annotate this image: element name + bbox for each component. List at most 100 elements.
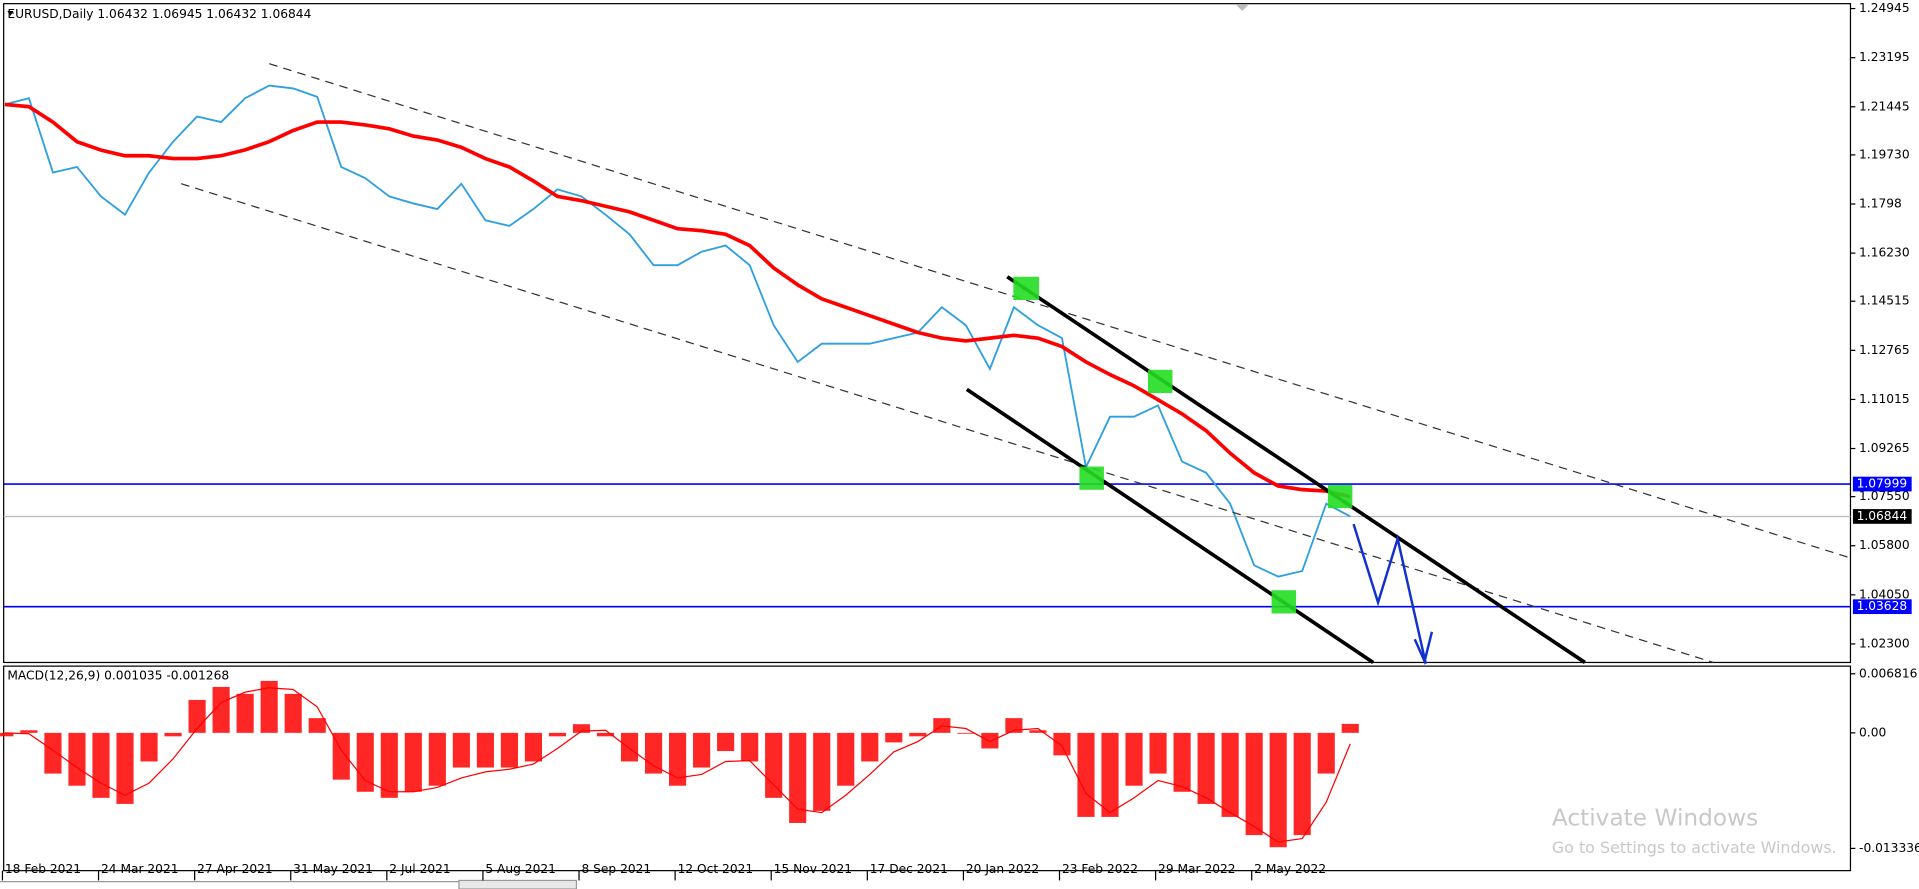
histogram-bar [308, 718, 326, 733]
watermark-title: Activate Windows [1552, 805, 1758, 832]
moving-average [4, 102, 1351, 499]
pivot-box [1271, 590, 1297, 614]
y-tick-label: 1.24945 [1859, 1, 1910, 15]
histogram-bar [981, 732, 999, 749]
price-label-box [1852, 599, 1912, 615]
x-tick-label: 5 Aug 2021 [485, 862, 556, 876]
y-tick-label: 1.04050 [1859, 587, 1910, 601]
signal-line [4, 687, 1351, 843]
histogram-bar [1173, 732, 1191, 792]
histogram-bar [92, 732, 110, 798]
histogram-bar [596, 732, 615, 737]
histogram-bar [428, 732, 446, 786]
price-label-box [1852, 476, 1912, 492]
histogram-bar [1341, 723, 1359, 733]
histogram-bar [0, 732, 14, 737]
x-tick-label: 24 Mar 2021 [101, 862, 179, 876]
y-tick-label: 1.1798 [1859, 197, 1902, 211]
y-tick-label: 1.23195 [1859, 50, 1910, 64]
histogram-bar [284, 693, 302, 733]
histogram-bar [741, 732, 759, 762]
y-tick-label: 1.09265 [1859, 441, 1910, 455]
projection-arrow [1413, 631, 1434, 665]
histogram-bar [476, 732, 494, 768]
pivot-box [1079, 466, 1104, 490]
watermark-subtitle: Go to Settings to activate Windows. [1552, 838, 1837, 857]
x-tick-label: 29 Mar 2022 [1158, 862, 1236, 876]
x-tick-label: 31 May 2021 [293, 862, 373, 876]
histogram-bar [1053, 732, 1071, 756]
pivot-box [1013, 276, 1040, 301]
histogram-bar [404, 732, 422, 792]
histogram-bar [1005, 718, 1023, 733]
y-tick-label: 1.11015 [1859, 392, 1910, 406]
y-tick-label: 1.05800 [1859, 538, 1910, 552]
price-label: 1.03628 [1857, 599, 1908, 613]
y-tick-label: 1.07550 [1859, 489, 1910, 503]
histogram-bar [1125, 732, 1143, 786]
y-tick-label: 1.19730 [1859, 147, 1910, 161]
histogram-bar [1221, 732, 1239, 817]
histogram-bar [909, 732, 927, 737]
histogram-bar [140, 732, 158, 762]
x-tick-label: 18 Feb 2021 [5, 862, 81, 876]
y-tick-label: 1.16230 [1859, 246, 1910, 260]
histogram-bar [1293, 732, 1311, 836]
price-panel [3, 3, 1852, 664]
histogram-bar [452, 732, 470, 768]
histogram-bar [620, 732, 639, 762]
histogram-bar [524, 732, 542, 762]
channel-line [180, 183, 1714, 664]
histogram-bar [813, 732, 831, 811]
histogram-bar [500, 732, 518, 768]
price-label: 1.06844 [1857, 509, 1908, 523]
pivot-box [1147, 369, 1173, 394]
histogram-bar [44, 732, 62, 774]
y-tick-label: 0.006816 [1859, 666, 1918, 680]
drawings [180, 63, 1849, 665]
x-tick-label: 27 Apr 2021 [197, 862, 273, 876]
histogram-bar [789, 732, 807, 823]
histogram-bar [236, 693, 254, 733]
y-tick-label: 1.12765 [1859, 343, 1910, 357]
histogram-bar [1077, 732, 1095, 817]
histogram-bar [885, 732, 903, 743]
histogram-bar [332, 732, 350, 780]
histogram-bar [356, 732, 374, 792]
macd-panel [3, 665, 1852, 872]
histogram-bar [957, 732, 975, 734]
price-line [4, 84, 1351, 578]
histogram-bar [164, 732, 182, 737]
histogram-bar [260, 680, 278, 733]
price-label-box [1852, 509, 1912, 524]
histogram-bar [68, 732, 86, 786]
x-tick-label: 2 May 2022 [1254, 862, 1326, 876]
y-tick-label: 1.21445 [1859, 99, 1910, 113]
title-marker [7, 11, 14, 16]
histogram-bar [861, 732, 879, 762]
x-tick-label: 23 Feb 2022 [1062, 862, 1138, 876]
y-tick-label: 1.14515 [1859, 294, 1910, 308]
histogram-bar [1197, 732, 1215, 804]
histogram-bar [765, 732, 783, 798]
x-tick-label: 20 Jan 2022 [966, 862, 1039, 876]
histogram-bar [1101, 732, 1119, 817]
histogram-bar [717, 732, 735, 752]
x-tick-label: 12 Oct 2021 [678, 862, 754, 876]
macd-title: MACD(12,26,9) 0.001035 -0.001268 [7, 668, 229, 682]
pivot-box [1327, 484, 1353, 509]
histogram-bar [1269, 732, 1287, 848]
histogram-bar [644, 732, 663, 774]
histogram-bar [1029, 730, 1047, 733]
histogram-bar [380, 732, 398, 798]
x-tick-label: 2 Jul 2021 [389, 862, 450, 876]
scroll-tab[interactable] [458, 879, 578, 889]
histogram-bar [20, 730, 38, 733]
projection-path [1352, 523, 1427, 664]
x-tick-label: 17 Dec 2021 [870, 862, 948, 876]
histogram-bar [1245, 732, 1263, 836]
histogram-bar [1149, 732, 1167, 774]
y-tick-label: 0.00 [1859, 725, 1886, 739]
